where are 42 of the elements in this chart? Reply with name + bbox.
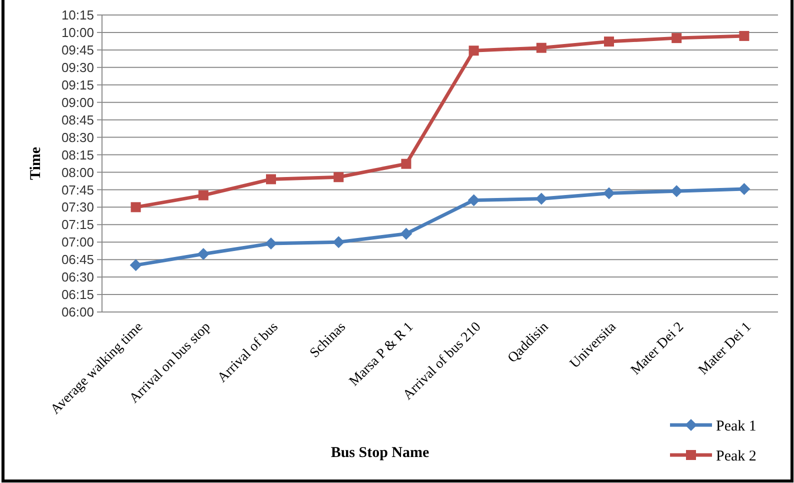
y-tick-label: 09:45 [61,42,94,58]
point [604,36,614,47]
point [535,192,548,205]
y-tick-label: 07:15 [61,217,94,232]
y-tick-label: 09:30 [61,60,94,75]
point [603,187,615,200]
point [672,33,682,44]
y-tick-label: 07:30 [61,200,94,215]
y-tick-label: 06:15 [61,287,94,302]
point [670,185,683,198]
point [536,42,546,53]
y-tick-label: 08:30 [61,130,94,145]
point [332,236,345,248]
point [198,190,208,200]
y-tick-label: 06:30 [61,270,94,285]
y-tick-label: 08:00 [61,164,94,180]
point [130,202,141,212]
point [266,174,276,184]
y-tick-label: 07:45 [61,182,94,198]
point [265,238,277,250]
y-axis-title: Time [28,146,44,180]
y-tick-label: 09:15 [61,77,94,92]
point [401,158,412,169]
point [738,183,750,196]
point [739,30,750,41]
point [400,228,412,240]
y-tick-label: 07:00 [61,234,94,250]
y-tick-label: 06:45 [61,252,94,268]
x-axis-title: Bus Stop Name [330,445,430,461]
y-tick-label: 10:00 [61,25,94,40]
legend-label: Peak 1 [716,418,756,434]
point [468,194,480,206]
y-tick-label: 09:00 [61,94,94,110]
point [468,46,479,56]
legend-label: Peak 2 [716,448,756,464]
y-tick-label: 08:15 [61,147,94,162]
y-tick-label: 10:15 [61,8,94,23]
point [130,259,142,272]
y-tick-label: 08:45 [61,112,94,128]
point [197,248,210,260]
point [334,172,344,182]
y-tick-label: 06:00 [61,304,94,320]
